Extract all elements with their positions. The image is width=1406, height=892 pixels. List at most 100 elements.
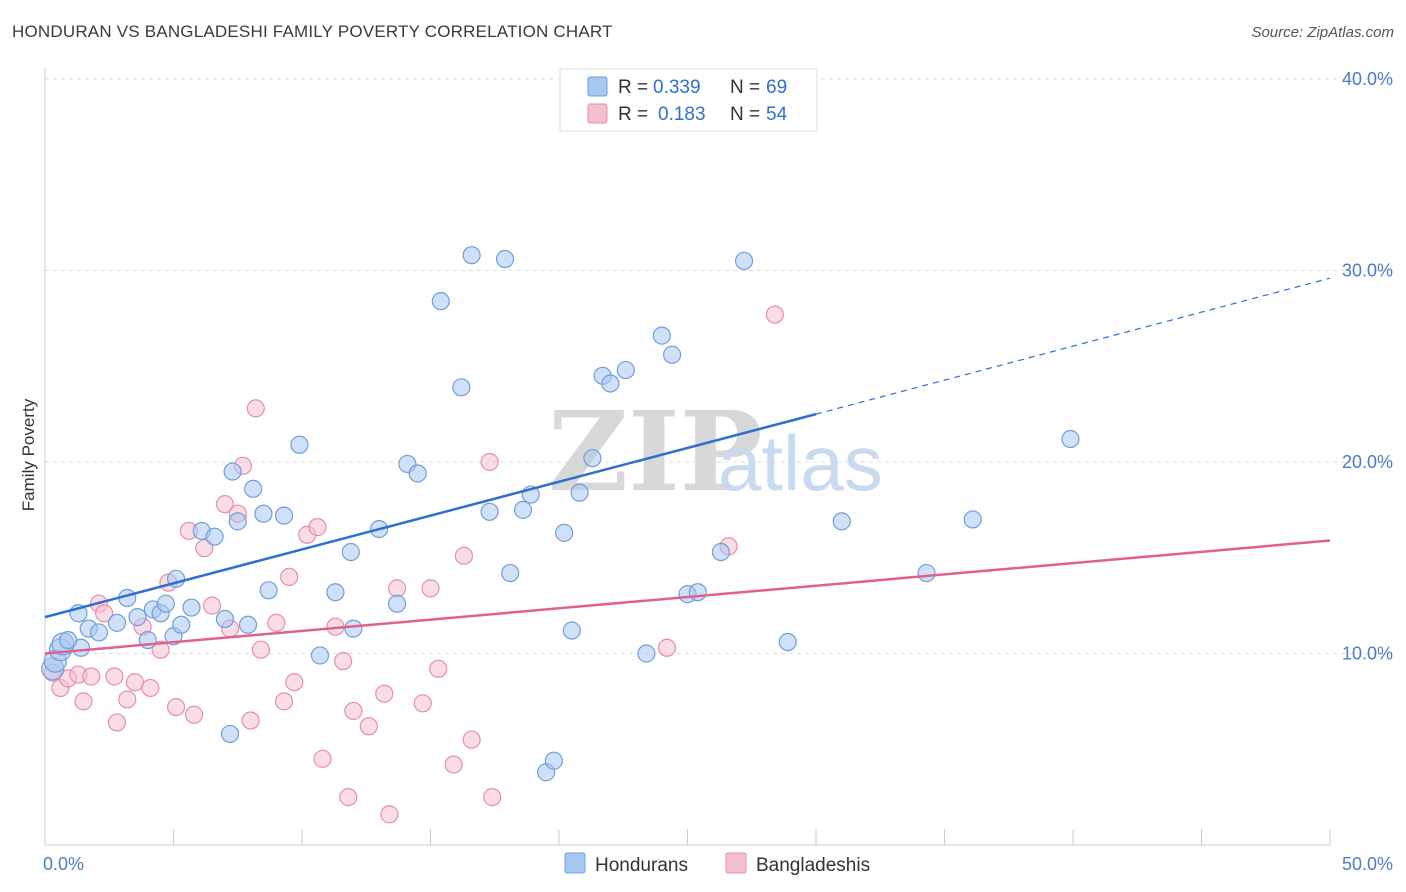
hondurans-point [408,464,427,483]
hondurans-point [662,345,682,364]
hondurans-points [41,246,1080,782]
hondurans-point [344,619,363,638]
bangladeshis-point [444,755,463,774]
hondurans-point [1061,429,1080,449]
legend-n-label-1: N = [730,77,760,98]
hondurans-point [223,462,242,481]
hondurans-point [711,542,731,562]
hondurans-point [452,378,471,397]
x-tick-label: 50.0% [1342,854,1393,874]
hondurans-point [107,613,127,632]
y-axis-label: Family Poverty [19,398,38,511]
hondurans-point [917,563,936,583]
bangladeshis-point [380,805,399,824]
bangladeshis-point [765,305,784,324]
hondurans-point [59,630,78,650]
hondurans-point [583,449,602,468]
y-tick-label: 40.0% [1342,69,1393,89]
bangladeshis-point [202,596,222,615]
bangladeshis-point [429,659,448,678]
bangladeshis-points [43,305,784,824]
x-tick-label: 0.0% [43,854,84,874]
hondurans-point [254,504,273,523]
y-tick-label: 30.0% [1342,261,1393,281]
hondurans-trend-line [44,412,817,619]
hondurans-point [259,581,278,600]
hondurans-point [652,326,671,345]
bangladeshis-point [215,495,234,514]
legend-swatch-hondurans [587,76,608,97]
watermark: ZIP atlas [548,387,883,516]
y-tick-label: 20.0% [1342,452,1393,472]
bangladeshis-point [280,567,299,587]
bangladeshis-point [141,678,160,698]
hondurans-point [228,512,247,531]
hondurans-point [601,374,620,393]
hondurans-point [562,621,581,640]
bangladeshis-point [274,692,294,711]
hondurans-point [570,483,589,502]
hondurans-point [326,583,345,602]
bangladeshis-point [421,579,440,598]
axes [44,68,1331,846]
legend-n-value-1: 69 [766,77,787,98]
bangladeshis-point [241,711,260,730]
legend-r-value-2: 0.183 [658,104,706,125]
bangladeshis-point [118,690,137,709]
trend-lines [44,277,1331,655]
hondurans-point [480,502,499,521]
legend-n-value-2: 54 [766,104,788,125]
bangladeshis-point [308,518,327,537]
series-legend: Hondurans Bangladeshis [564,852,870,876]
bangladeshis-point [184,705,204,724]
bottom-legend-swatch-bangladeshis [725,852,747,874]
legend-r-label-2: R = [618,104,648,125]
bangladeshis-point [413,694,432,713]
hondurans-point [215,609,234,629]
hondurans-point [734,251,754,271]
bangladeshis-point [454,546,474,565]
bangladeshis-point [344,701,363,721]
bangladeshis-point [195,539,214,558]
hondurans-point [637,644,656,663]
hondurans-point [290,435,309,454]
hondurans-point [156,594,175,613]
bangladeshis-point [267,613,286,632]
chart-title: HONDURAN VS BANGLADESHI FAMILY POVERTY C… [12,22,613,41]
bangladeshis-point [483,788,502,807]
correlation-legend: R = 0.339 N = 69 R = 0.183 N = 54 [559,68,818,132]
legend-n-label-2: N = [730,104,760,125]
bangladeshis-point [107,713,127,732]
hondurans-point [778,632,797,652]
bangladeshis-point [151,640,170,659]
hondurans-point [616,360,635,380]
hondurans-point [238,615,258,634]
bangladeshis-trend-line [44,539,1331,655]
y-tick-labels: 10.0% 20.0% 30.0% 40.0% [1342,69,1393,664]
legend-r-label-1: R = [618,77,648,98]
bottom-legend-bangladeshis: Bangladeshis [756,855,870,876]
hondurans-point [963,510,982,529]
bangladeshis-point [285,673,304,692]
bangladeshis-point [359,717,378,736]
hondurans-point [274,506,294,525]
hondurans-point [310,646,330,665]
hondurans-point [501,563,520,583]
bangladeshis-point [82,667,101,686]
hondurans-point [205,527,224,546]
bottom-legend-hondurans: Hondurans [595,855,688,876]
x-tick-labels: 0.0% 50.0% [43,854,1393,874]
hondurans-point [220,724,240,744]
grid-lines [45,78,1392,654]
hondurans-point [462,246,481,265]
hondurans-trend-extension [815,277,1331,415]
hondurans-point [341,542,360,562]
bangladeshis-point [251,640,270,659]
bangladeshis-point [339,788,358,807]
hondurans-point [387,594,407,613]
bangladeshis-point [657,638,677,657]
hondurans-point [544,751,563,770]
hondurans-point [555,523,574,542]
bangladeshis-point [246,399,265,418]
